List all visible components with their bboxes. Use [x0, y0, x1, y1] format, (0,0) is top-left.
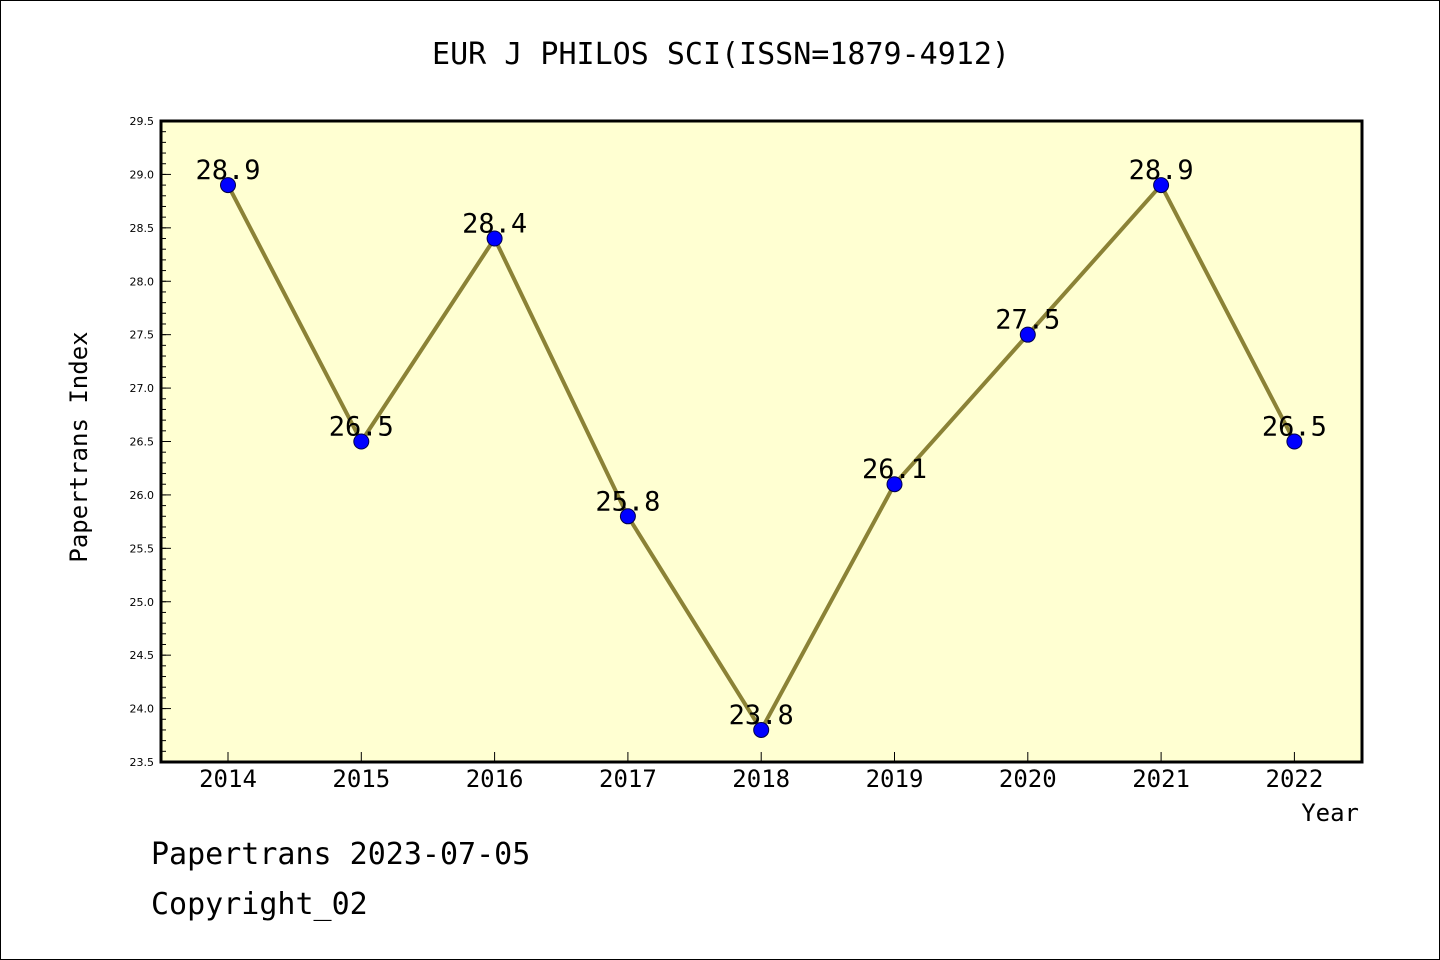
- y-tick-label: 24.5: [130, 649, 155, 662]
- data-point: [1019, 326, 1036, 343]
- y-tick-label: 28.5: [130, 222, 155, 235]
- y-tick-label: 29.0: [130, 168, 155, 181]
- data-markers: [220, 177, 1303, 738]
- x-tick-label: 2014: [199, 765, 257, 793]
- footer-source-date: Papertrans 2023-07-05: [151, 837, 531, 872]
- data-label: 27.5: [995, 305, 1060, 336]
- x-tick-label: 2019: [866, 765, 924, 793]
- y-tick-label: 25.5: [130, 542, 155, 555]
- data-label: 26.1: [862, 454, 927, 485]
- x-tick-label: 2015: [332, 765, 390, 793]
- data-point: [1286, 433, 1303, 450]
- chart-title: EUR J PHILOS SCI(ISSN=1879-4912): [432, 37, 1010, 72]
- y-tick-label: 27.5: [130, 329, 155, 342]
- data-label: 28.4: [462, 209, 527, 240]
- y-axis-ticks: 23.5 24.0 24.5 25.0 25.5 26.0 26.5 27.0 27.5 28.0…: [130, 115, 171, 769]
- y-tick-label: 23.5: [130, 756, 155, 769]
- data-label: 25.8: [595, 486, 660, 517]
- data-point: [753, 721, 770, 738]
- data-point: [220, 177, 236, 194]
- data-label: 28.9: [195, 155, 260, 186]
- data-point: [886, 476, 903, 493]
- x-axis-label: Year: [1301, 799, 1359, 827]
- y-tick-label: 28.0: [130, 275, 155, 288]
- x-tick-label: 2020: [999, 765, 1057, 793]
- data-point: [353, 433, 370, 450]
- data-label: 28.9: [1129, 155, 1194, 186]
- y-tick-label: 27.0: [130, 382, 155, 395]
- x-tick-label: 2017: [599, 765, 657, 793]
- y-tick-label: 25.0: [130, 596, 155, 609]
- x-tick-label: 2022: [1266, 765, 1324, 793]
- y-axis-label: Papertrans Index: [65, 331, 93, 562]
- data-label: 23.8: [729, 700, 794, 731]
- footer-copyright: Copyright_02: [151, 887, 368, 922]
- data-point: [486, 230, 503, 247]
- plot-frame: [159, 119, 1364, 764]
- data-labels: 28.9 26.5 28.4 25.8 23.8 26.1 27.5 28.9 26.5: [195, 155, 1326, 731]
- y-tick-label: 26.0: [130, 489, 155, 502]
- x-axis-ticks: 2014 2015 2016 2017 2018 2019 2020 2021 2022: [199, 752, 1323, 793]
- x-tick-label: 2021: [1132, 765, 1190, 793]
- data-label: 26.5: [1262, 412, 1327, 443]
- x-tick-label: 2016: [466, 765, 524, 793]
- data-label: 26.5: [329, 412, 394, 443]
- y-tick-label: 24.0: [130, 703, 155, 716]
- data-point: [1153, 177, 1170, 194]
- y-tick-label: 26.5: [130, 436, 155, 449]
- x-tick-label: 2018: [732, 765, 790, 793]
- y-tick-label: 29.5: [130, 115, 155, 128]
- data-point: [619, 508, 636, 525]
